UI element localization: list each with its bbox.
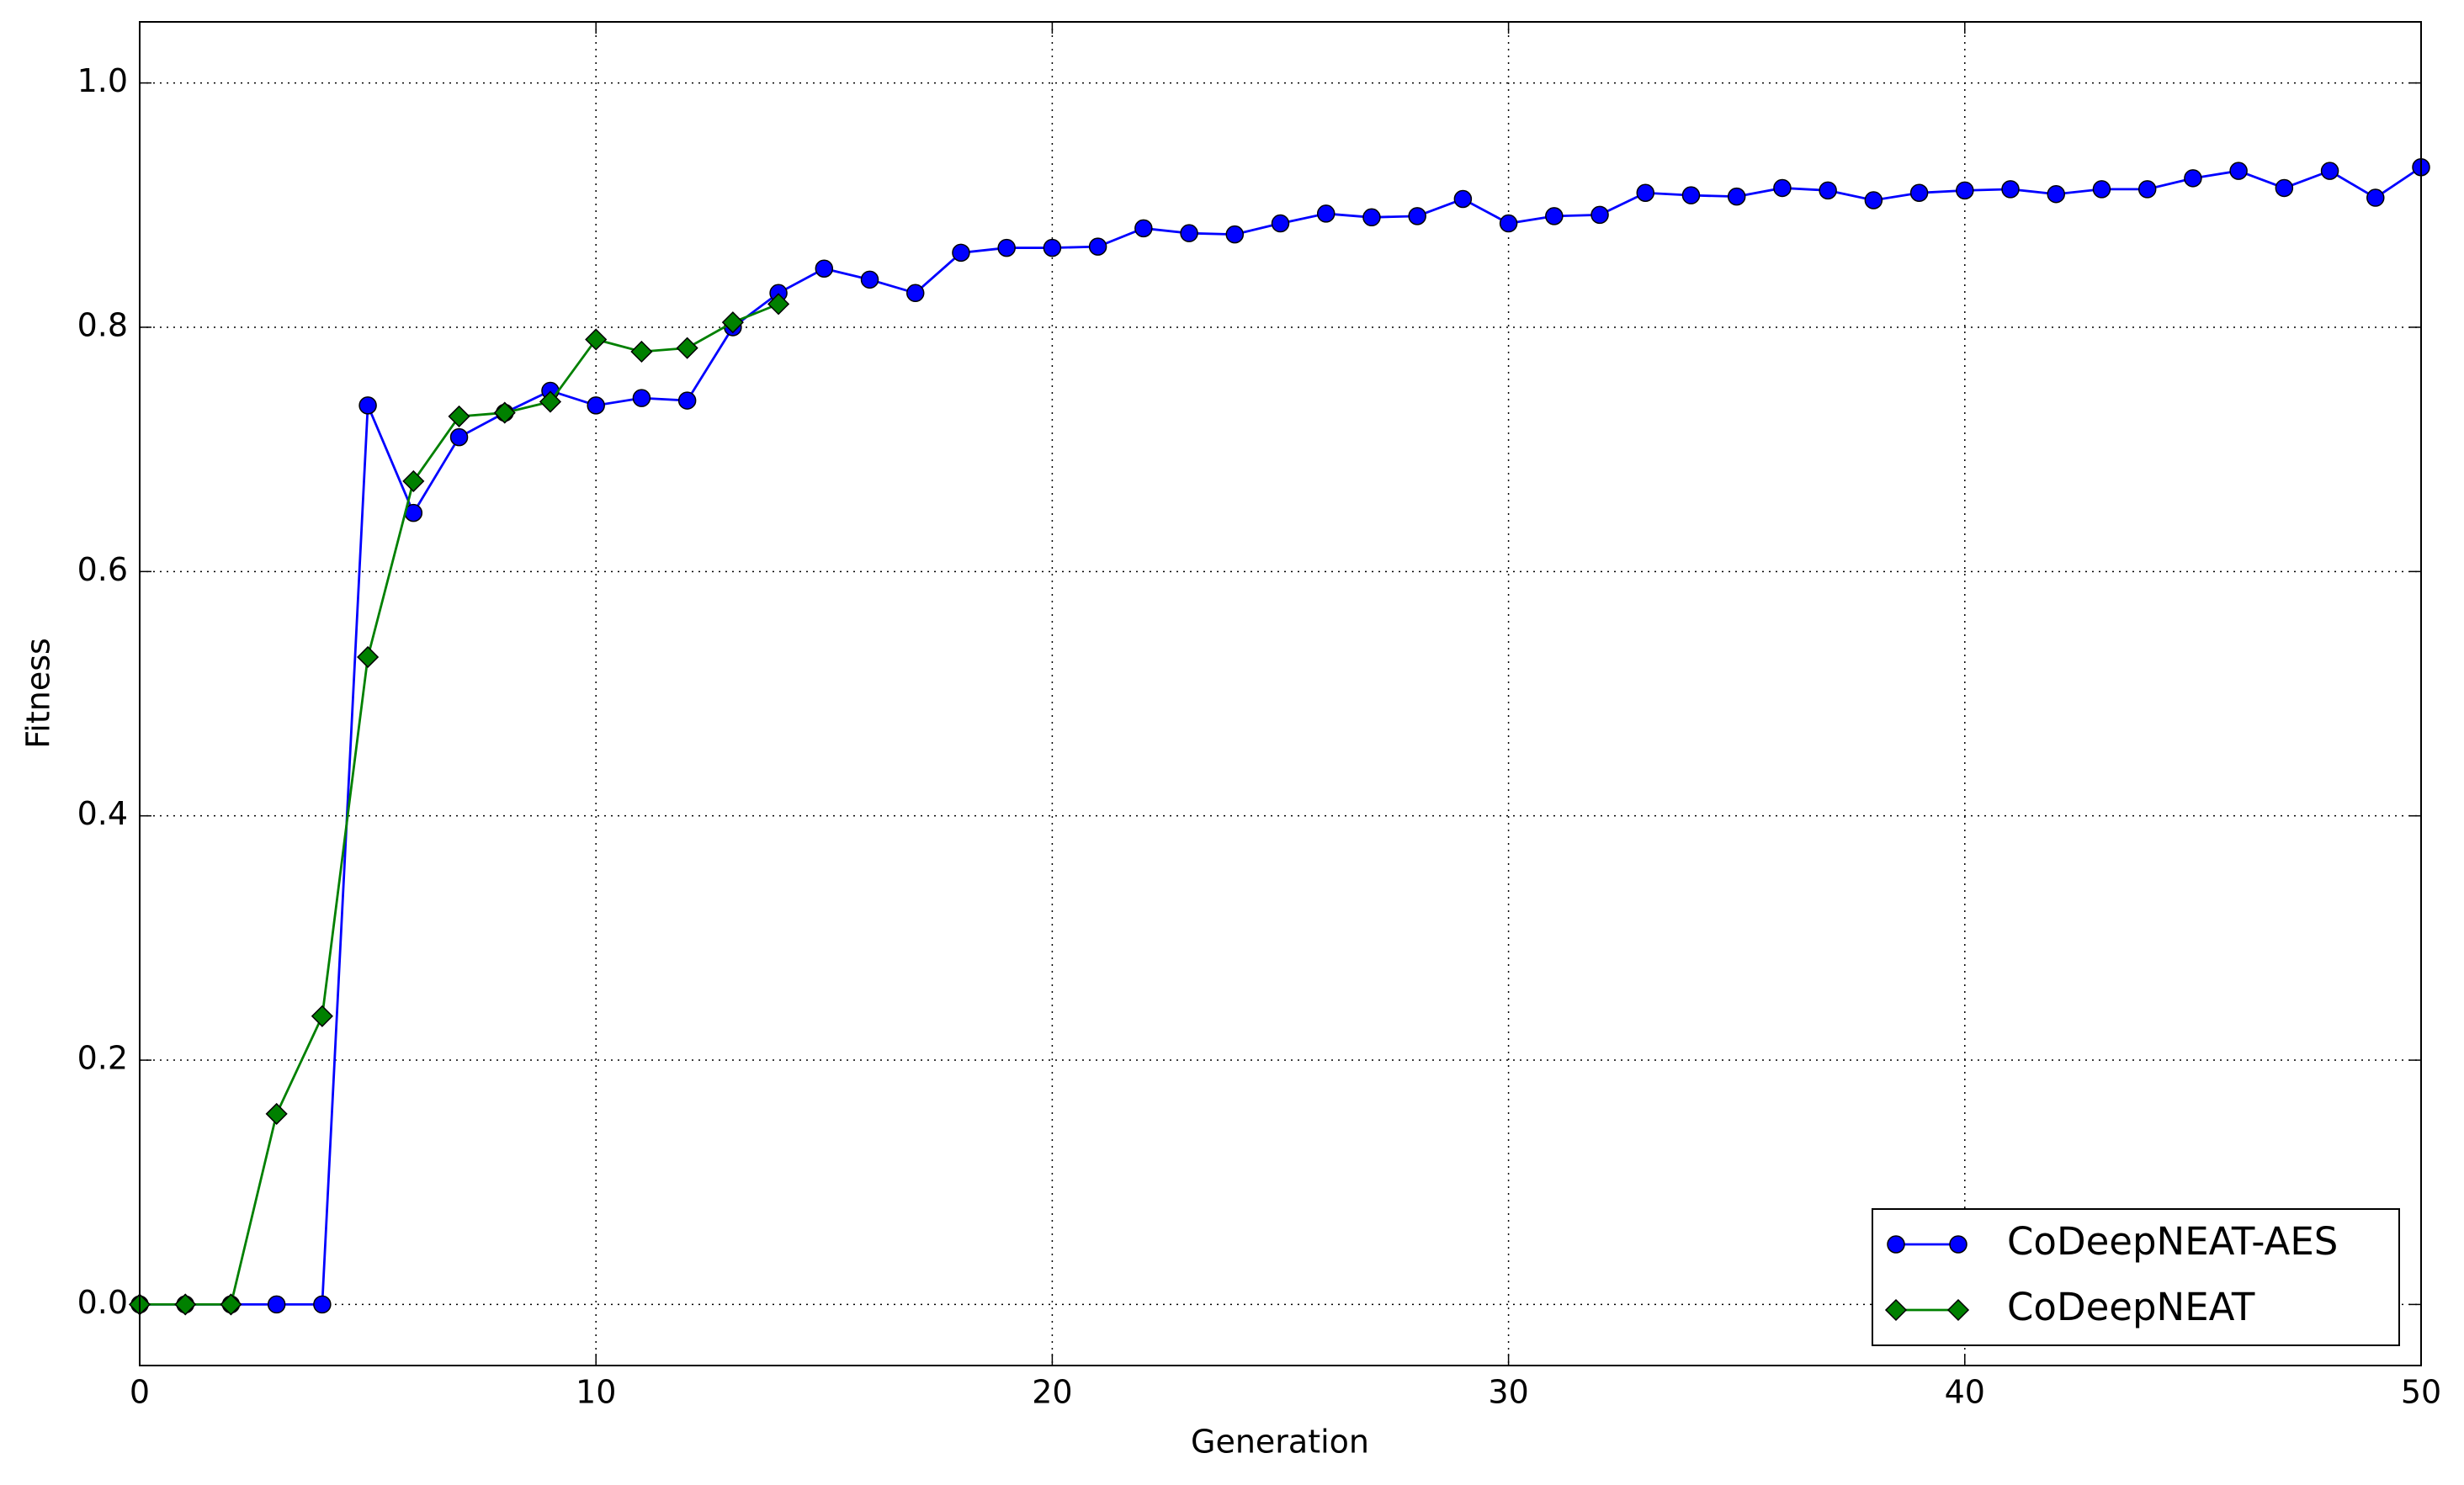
marker [1271, 214, 1290, 233]
marker [1864, 191, 1883, 209]
marker [1316, 204, 1336, 223]
y-tick-label: 1.0 [77, 62, 128, 99]
marker [2229, 162, 2248, 180]
marker [2137, 180, 2157, 199]
marker [449, 427, 469, 447]
marker [1956, 181, 1974, 200]
marker [357, 645, 380, 669]
marker [2047, 184, 2065, 204]
y-tick-label: 0.4 [77, 795, 128, 832]
marker [2184, 169, 2202, 188]
marker [677, 391, 697, 410]
marker [313, 1295, 332, 1314]
marker [1727, 187, 1746, 206]
marker [1909, 183, 1929, 203]
marker [1180, 224, 1198, 242]
marker [311, 1005, 333, 1027]
marker [267, 1295, 286, 1314]
marker [585, 328, 608, 351]
marker [1134, 219, 1153, 238]
marker [2001, 180, 2020, 199]
marker [174, 1293, 197, 1316]
x-tick-label: 0 [130, 1374, 150, 1411]
marker [1681, 186, 1701, 204]
marker [1887, 1235, 1905, 1254]
marker [630, 340, 653, 363]
marker [860, 270, 879, 289]
marker [2092, 180, 2111, 199]
legend: CoDeepNEAT-AES CoDeepNEAT [1872, 1208, 2400, 1346]
marker [587, 396, 605, 415]
y-tick-label: 0.6 [77, 551, 128, 588]
marker [997, 238, 1016, 257]
marker [676, 337, 698, 359]
x-tick-label: 50 [2401, 1374, 2441, 1411]
marker [1545, 207, 1564, 225]
marker [2366, 188, 2385, 207]
marker [2320, 162, 2339, 180]
y-tick-label: 0.0 [77, 1284, 128, 1321]
marker [358, 396, 377, 415]
marker [905, 284, 925, 303]
legend-label: CoDeepNEAT [2007, 1285, 2255, 1329]
y-axis-label: Fitness [20, 638, 57, 749]
x-tick-label: 40 [1945, 1374, 1985, 1411]
marker [448, 405, 470, 427]
marker [1590, 205, 1609, 225]
y-tick-label: 0.8 [77, 306, 128, 343]
marker [952, 243, 970, 263]
legend-label: CoDeepNEAT-AES [2007, 1219, 2338, 1264]
marker [1949, 1235, 1967, 1254]
marker [1043, 238, 1062, 257]
marker [721, 311, 744, 334]
marker [265, 1102, 288, 1125]
x-axis-label: Generation [1191, 1424, 1369, 1461]
y-tick-label: 0.2 [77, 1040, 128, 1077]
plot-frame [139, 21, 2422, 1366]
marker [402, 469, 425, 492]
marker [1408, 207, 1426, 225]
marker [1499, 214, 1518, 233]
marker [815, 259, 834, 278]
marker [1453, 189, 1473, 209]
marker [1088, 237, 1107, 256]
marker [1773, 178, 1792, 198]
marker [539, 390, 562, 413]
marker [1946, 1298, 1970, 1322]
series-line [140, 303, 779, 1306]
marker [767, 293, 790, 316]
marker [1884, 1298, 1908, 1322]
marker [1636, 183, 1655, 203]
x-tick-label: 30 [1488, 1374, 1528, 1411]
marker [632, 389, 651, 407]
marker [493, 401, 516, 424]
x-tick-label: 10 [576, 1374, 616, 1411]
marker [1225, 225, 1245, 244]
legend-box [1872, 1208, 2400, 1346]
marker [1362, 208, 1381, 227]
marker [2275, 178, 2294, 198]
x-tick-label: 20 [1032, 1374, 1072, 1411]
series-line [140, 166, 2422, 1306]
marker [220, 1293, 242, 1316]
marker [1819, 181, 1837, 200]
